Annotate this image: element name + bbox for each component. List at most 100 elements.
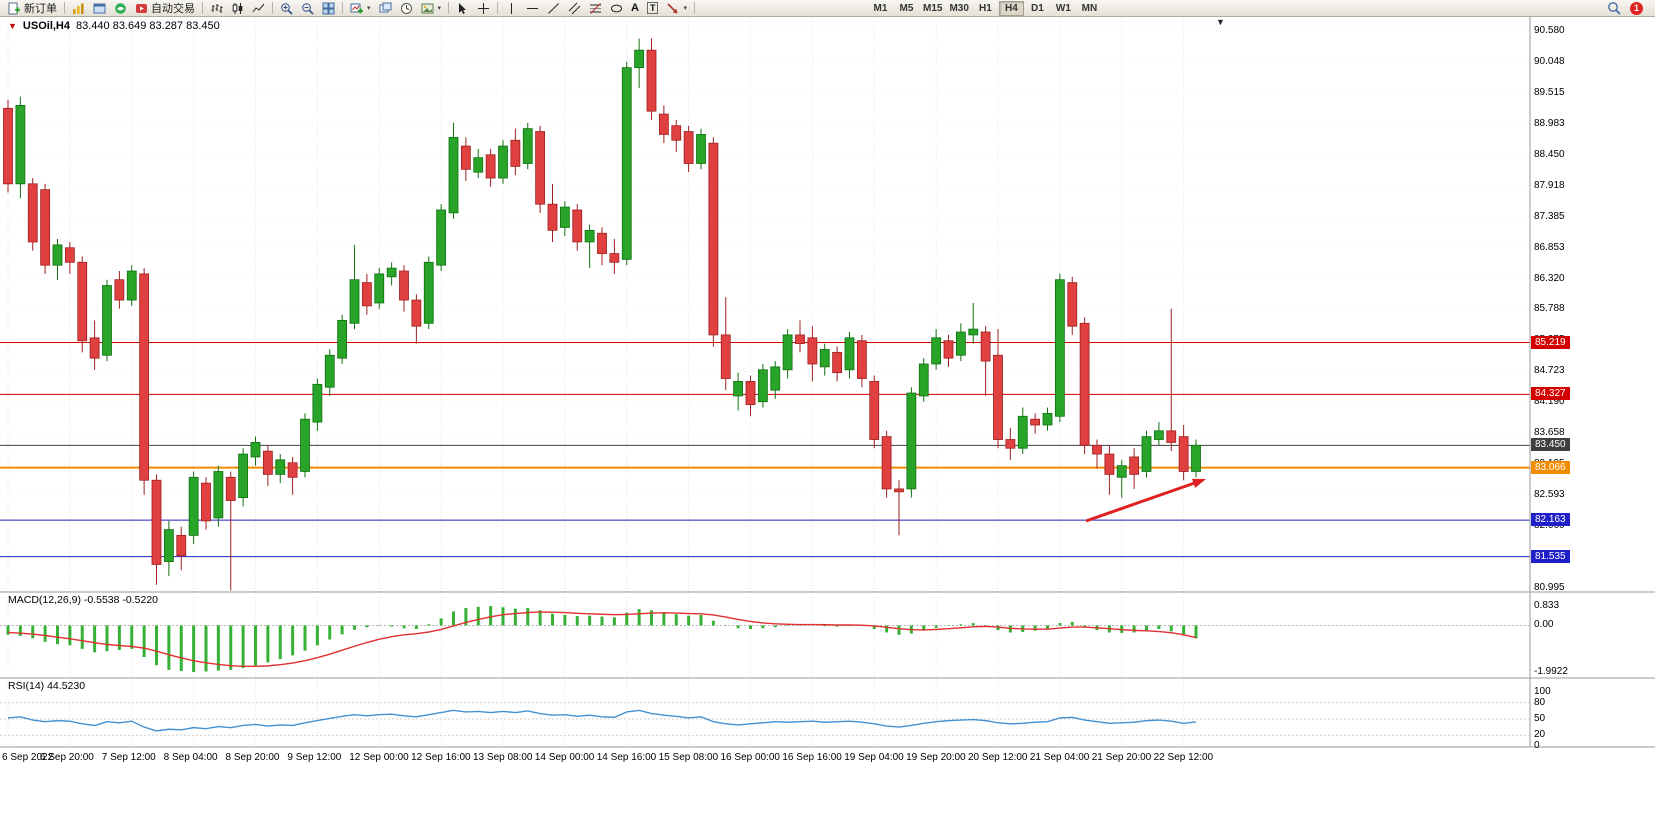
rsi-axis-label: 80 [1534,696,1546,708]
chart-windows-button[interactable] [68,1,89,16]
candle [448,122,459,219]
chart-windows-icon [73,3,84,14]
price-axis-label: 85.788 [1534,303,1565,315]
candle [15,96,26,199]
price-axis-label: 88.983 [1534,117,1565,129]
new-chart-icon [350,3,363,13]
zoom-in-icon [281,2,293,15]
time-axis-label: 12 Sep 16:00 [411,752,471,763]
bar-chart-button[interactable] [206,1,227,16]
candle [77,256,88,353]
timeframe-button-M5[interactable]: M5 [894,1,919,16]
vertical-line-tool-button[interactable] [501,1,522,16]
trend-arrow[interactable] [1085,479,1201,523]
candle [1054,273,1065,423]
crosshair-tool-button[interactable] [473,1,494,16]
arrows-tool-button[interactable]: ▾ [662,1,691,16]
timeframe-button-M1[interactable]: M1 [868,1,893,16]
candle [535,125,546,213]
candle [646,38,657,120]
time-axis-label: 15 Sep 08:00 [658,752,719,763]
chart-shift-marker-icon[interactable]: ▼ [1216,17,1225,27]
timeframe-button-MN[interactable]: MN [1077,1,1102,16]
macd-axis-label: 0.00 [1534,619,1554,631]
candle [795,320,805,353]
channel-tool-button[interactable] [564,1,585,16]
timeframe-button-M30[interactable]: M30 [946,1,971,16]
cursor-icon [459,2,467,14]
cursor-tool-button[interactable] [452,1,473,16]
fibonacci-icon [590,2,602,14]
candle [547,183,558,242]
separator [448,2,450,14]
horizontal-line-icon [527,7,539,9]
trendline-tool-button[interactable] [543,1,564,16]
time-axis-label: 13 Sep 08:00 [473,752,533,763]
price-level-badge: 85.219 [1531,335,1570,349]
auto-trading-label: 自动交易 [151,3,195,15]
community-button[interactable] [110,1,131,16]
time-axis-label: 6 Sep 2022 [2,752,54,763]
candle [881,430,892,498]
new-order-label: 新订单 [24,3,57,15]
bar-chart-icon [211,3,223,13]
candle [238,448,249,507]
rsi-line [7,709,1197,732]
text-label-tool-button[interactable]: T [643,1,663,16]
timeframe-button-H4[interactable]: H4 [998,0,1024,16]
time-axis-label: 8 Sep 20:00 [225,752,280,763]
export-button[interactable]: ▾ [417,1,446,16]
time-axis-label: 8 Sep 04:00 [163,752,218,763]
candle [1191,439,1201,478]
candlestick-chart-icon [232,2,243,14]
price-axis-label: 90.580 [1534,25,1565,36]
candle [1129,448,1140,489]
timeframe-button-D1[interactable]: D1 [1025,1,1050,16]
community-icon [115,2,126,14]
chart-ohlc-values: 83.440 83.649 83.287 83.450 [76,20,220,32]
price-level-badge: 84.327 [1531,387,1570,401]
horizontal-line-tool-button[interactable] [522,1,543,16]
candlestick-chart-button[interactable] [227,1,248,16]
auto-trading-button[interactable]: 自动交易 [131,1,199,16]
candle [832,346,843,382]
toolbar-right-group: 1 [1607,1,1651,15]
price-axis-label: 80.995 [1534,582,1565,593]
candle [436,204,447,272]
tile-windows-button[interactable] [318,1,339,16]
ellipse-tool-button[interactable] [606,1,627,16]
text-tool-label: A [631,2,639,14]
fibonacci-tool-button[interactable] [585,1,606,16]
candle [423,256,434,330]
price-axis-label: 82.593 [1534,489,1565,501]
separator [64,2,65,14]
separator [694,2,695,14]
text-tool-button[interactable]: A [627,1,643,16]
candle [163,520,174,577]
candle [696,128,706,170]
new-chart-button[interactable]: ▾ [346,1,375,16]
candle [250,436,261,466]
new-order-button[interactable]: 新订单 [4,1,61,16]
candle [324,349,335,396]
macd-signal-line [7,611,1197,668]
arrange-windows-button[interactable] [375,1,396,16]
candle [52,239,63,280]
timeframe-button-M15[interactable]: M15 [920,1,945,16]
line-chart-button[interactable] [248,1,269,16]
timeframe-button-H1[interactable]: H1 [973,1,998,16]
timeframe-button-W1[interactable]: W1 [1051,1,1076,16]
zoom-out-button[interactable] [297,1,318,16]
candle [3,99,13,193]
clock-button[interactable] [396,1,417,16]
notification-badge[interactable]: 1 [1630,1,1643,15]
candle [1166,308,1177,452]
zoom-in-button[interactable] [276,1,297,16]
candle [374,268,385,309]
profiles-button[interactable] [89,1,110,16]
price-axis-label: 87.385 [1534,210,1565,222]
rsi-axis-label: 0 [1534,740,1540,751]
search-icon[interactable] [1607,1,1621,15]
candle [312,378,323,431]
